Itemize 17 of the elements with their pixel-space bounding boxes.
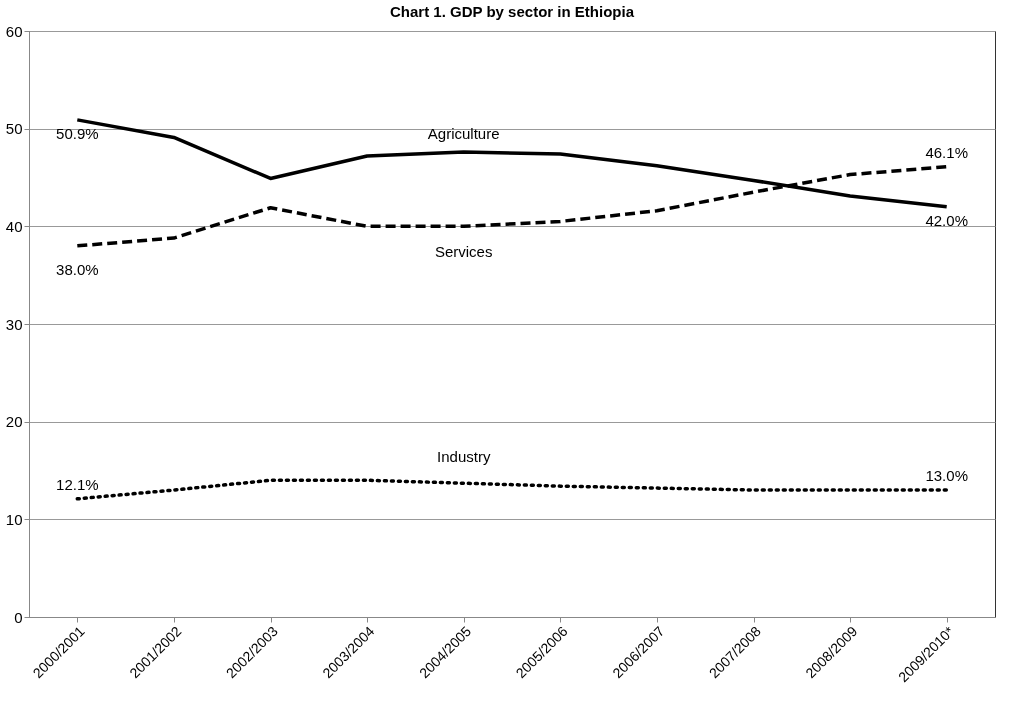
data-label: 46.1% — [925, 143, 968, 161]
series-label: Agriculture — [427, 125, 500, 143]
y-tick-label: 0 — [14, 608, 23, 626]
y-tick-label: 50 — [5, 120, 23, 138]
data-label: 13.0% — [925, 467, 968, 485]
y-tick-label: 60 — [5, 22, 23, 40]
y-tick-label: 10 — [5, 510, 23, 528]
chart-title: Chart 1. GDP by sector in Ethiopia — [390, 3, 635, 20]
y-tick-label: 30 — [5, 315, 23, 333]
series-label: Services — [434, 243, 493, 261]
y-tick-label: 40 — [5, 217, 23, 235]
data-label: 38.0% — [56, 260, 99, 278]
data-label: 42.0% — [925, 211, 968, 229]
data-label: 50.9% — [56, 124, 99, 142]
series-label: Industry — [437, 448, 491, 466]
data-label: 12.1% — [56, 475, 99, 493]
y-tick-label: 20 — [5, 413, 23, 431]
